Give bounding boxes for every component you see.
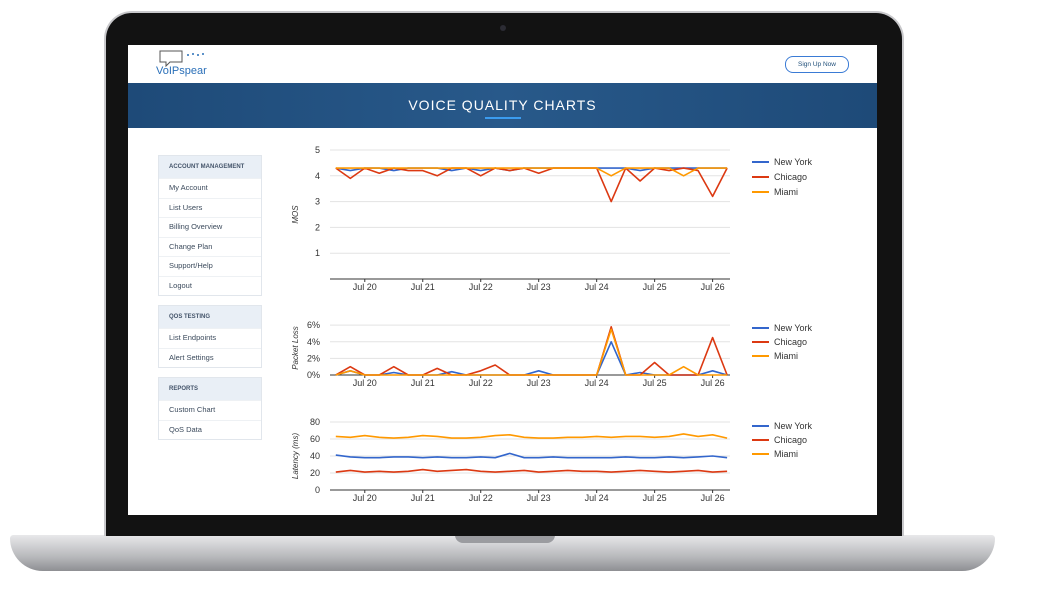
legend-label: Chicago — [774, 172, 807, 182]
x-tick-label: Jul 21 — [411, 282, 435, 292]
menu-item[interactable]: Change Plan — [159, 236, 261, 257]
banner: VOICE QUALITY CHARTS — [128, 83, 877, 128]
legend-label: Chicago — [774, 435, 807, 445]
x-tick-label: Jul 20 — [353, 378, 377, 388]
menu-item[interactable]: List Users — [159, 197, 261, 218]
x-tick-label: Jul 22 — [469, 282, 493, 292]
logo-icon — [159, 50, 204, 68]
section-heading: QOS TESTING — [159, 306, 261, 328]
series-line — [335, 167, 728, 177]
y-tick-label: 1 — [315, 248, 320, 258]
y-tick-label: 5 — [315, 145, 320, 155]
x-tick-label: Jul 26 — [701, 378, 725, 388]
legend-label: New York — [774, 421, 813, 431]
charts: 1 2 3 4 5 Jul 20 Jul 21 Jul 22 Jul 23 Jul 24 Jul 2… — [291, 145, 813, 503]
y-tick-label: 40 — [310, 451, 320, 461]
x-tick-label: Jul 25 — [643, 282, 667, 292]
banner-title: VOICE QUALITY CHARTS — [408, 97, 597, 113]
menu-item[interactable]: Alert Settings — [159, 347, 261, 368]
menu-item[interactable]: QoS Data — [159, 419, 261, 440]
x-tick-label: Jul 25 — [643, 378, 667, 388]
sidebar-section: ACCOUNT MANAGEMENT My Account List Users Bi… — [158, 155, 262, 296]
x-tick-label: Jul 25 — [643, 493, 667, 503]
x-tick-label: Jul 21 — [411, 378, 435, 388]
sidebar: ACCOUNT MANAGEMENT My Account List Users Bi… — [158, 155, 262, 449]
y-tick-label: 4 — [315, 171, 320, 181]
series-line — [335, 452, 728, 459]
sidebar-section: QOS TESTING List Endpoints Alert Settings — [158, 305, 262, 368]
legend-label: Miami — [774, 187, 798, 197]
legend-label: Chicago — [774, 337, 807, 347]
section-heading: REPORTS — [159, 378, 261, 400]
x-tick-label: Jul 22 — [469, 378, 493, 388]
y-tick-label: 3 — [315, 197, 320, 207]
section-heading: ACCOUNT MANAGEMENT — [159, 156, 261, 178]
y-axis-title: Latency (ms) — [291, 433, 300, 480]
legend-label: New York — [774, 323, 813, 333]
laptop-notch — [455, 535, 555, 543]
x-tick-label: Jul 20 — [353, 493, 377, 503]
x-tick-label: Jul 26 — [701, 282, 725, 292]
y-tick-label: 20 — [310, 468, 320, 478]
x-tick-label: Jul 23 — [527, 282, 551, 292]
menu-item[interactable]: Logout — [159, 275, 261, 296]
legend-label: New York — [774, 157, 813, 167]
x-tick-label: Jul 26 — [701, 493, 725, 503]
series-line — [335, 167, 728, 203]
x-tick-label: Jul 23 — [527, 378, 551, 388]
y-tick-label: 2% — [307, 353, 320, 363]
screen: VoIPspear Sign Up Now VOICE QUALITY CHAR… — [128, 45, 877, 515]
x-tick-label: Jul 24 — [585, 378, 609, 388]
series-line — [335, 468, 728, 473]
x-tick-label: Jul 24 — [585, 493, 609, 503]
camera — [500, 25, 506, 31]
sidebar-section: REPORTS Custom Chart QoS Data — [158, 377, 262, 440]
y-tick-label: 2 — [315, 222, 320, 232]
y-tick-label: 0% — [307, 370, 320, 380]
logo[interactable]: VoIPspear — [156, 65, 207, 77]
series-line — [335, 433, 728, 439]
series-line — [335, 328, 728, 376]
y-tick-label: 80 — [310, 417, 320, 427]
menu-item[interactable]: Billing Overview — [159, 217, 261, 237]
y-tick-label: 60 — [310, 434, 320, 444]
y-axis-title: Packet Loss — [291, 326, 300, 370]
legend-label: Miami — [774, 449, 798, 459]
sign-up-button[interactable]: Sign Up Now — [785, 56, 849, 73]
menu-item[interactable]: Custom Chart — [159, 400, 261, 420]
menu-item[interactable]: My Account — [159, 178, 261, 198]
x-tick-label: Jul 21 — [411, 493, 435, 503]
y-tick-label: 4% — [307, 337, 320, 347]
title-underline — [484, 117, 521, 119]
x-tick-label: Jul 23 — [527, 493, 551, 503]
menu-item[interactable]: List Endpoints — [159, 328, 261, 348]
menu-item[interactable]: Support/Help — [159, 256, 261, 276]
x-tick-label: Jul 22 — [469, 493, 493, 503]
x-tick-label: Jul 20 — [353, 282, 377, 292]
y-axis-title: MOS — [291, 205, 300, 224]
y-tick-label: 0 — [315, 485, 320, 495]
x-tick-label: Jul 24 — [585, 282, 609, 292]
series-line — [335, 326, 728, 376]
y-tick-label: 6% — [307, 320, 320, 330]
legend-label: Miami — [774, 351, 798, 361]
